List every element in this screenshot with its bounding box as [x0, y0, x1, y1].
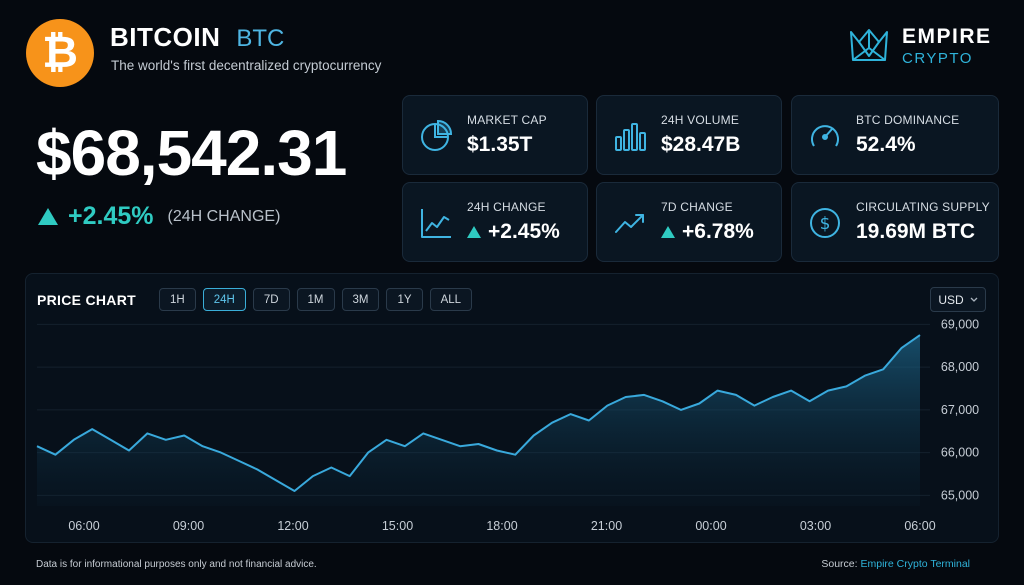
- y-tick-label: 68,000: [941, 360, 979, 374]
- coin-title: BITCOIN BTC: [110, 22, 284, 53]
- stat-card-btc-dominance: BTC DOMINANCE 52.4%: [791, 95, 999, 175]
- x-tick-label: 21:00: [591, 519, 622, 533]
- bitcoin-logo: ₿: [26, 19, 94, 87]
- brand-logo: EMPIRE CRYPTO: [848, 26, 992, 66]
- price-line: [36, 334, 921, 492]
- timeframe-all-button[interactable]: ALL: [429, 288, 473, 311]
- empire-crown-icon: [850, 29, 888, 61]
- x-tick-label: 15:00: [382, 519, 413, 533]
- price-area: [37, 335, 920, 506]
- bar-chart-icon: [615, 123, 646, 151]
- x-tick-label: 18:00: [486, 519, 517, 533]
- currency-value: USD: [938, 292, 964, 307]
- stat-label: BTC DOMINANCE: [856, 113, 960, 127]
- price-change: +2.45% (24H CHANGE): [38, 202, 280, 231]
- stat-label: 7D CHANGE: [661, 200, 733, 214]
- brand-sub: CRYPTO: [902, 50, 973, 67]
- price-chart-panel: 65,000 66,000 67,000 68,000 69,000 06:00 09:00…: [25, 273, 999, 543]
- chevron-down-icon: [970, 297, 978, 302]
- timeframe-1y-button[interactable]: 1Y: [386, 288, 423, 311]
- stat-label: CIRCULATING SUPPLY: [856, 200, 990, 214]
- y-tick-label: 66,000: [941, 446, 979, 460]
- stat-value: $1.35T: [467, 133, 533, 156]
- chart-title: PRICE CHART: [37, 292, 136, 308]
- stat-label: 24H CHANGE: [467, 200, 546, 214]
- stat-value: +6.78%: [661, 220, 754, 244]
- trend-up-icon: [615, 214, 644, 233]
- x-tick-label: 06:00: [68, 519, 99, 533]
- up-arrow-icon: [661, 226, 675, 238]
- stat-card-24h-change: 24H CHANGE +2.45%: [402, 182, 588, 262]
- y-tick-label: 69,000: [941, 317, 979, 331]
- gauge-icon: [811, 125, 839, 147]
- y-tick-label: 65,000: [941, 488, 979, 502]
- change-label: (24H CHANGE): [167, 207, 281, 225]
- brand-name: EMPIRE: [902, 25, 992, 48]
- disclaimer: Data is for informational purposes only …: [36, 559, 317, 570]
- change-value: +2.45%: [68, 202, 154, 230]
- up-arrow-icon: [467, 226, 481, 238]
- coin-name: BITCOIN: [110, 22, 221, 52]
- coin-tagline: The world's first decentralized cryptocu…: [111, 58, 382, 73]
- timeframe-1m-button[interactable]: 1M: [296, 288, 335, 311]
- stat-value: +2.45%: [467, 220, 560, 244]
- timeframe-3m-button[interactable]: 3M: [341, 288, 380, 311]
- bitcoin-symbol-icon: ₿: [42, 27, 78, 78]
- timeframe-1h-button[interactable]: 1H: [159, 288, 196, 311]
- dollar-coin-icon: $: [810, 208, 840, 238]
- x-tick-label: 00:00: [695, 519, 726, 533]
- stat-card-circulating-supply: $ CIRCULATING SUPPLY 19.69M BTC: [791, 182, 999, 262]
- stat-card-market-cap: MARKET CAP $1.35T: [402, 95, 588, 175]
- source-label: Source:: [821, 558, 858, 570]
- x-tick-label: 12:00: [277, 519, 308, 533]
- stat-card-7d-change: 7D CHANGE +6.78%: [596, 182, 782, 262]
- coin-ticker: BTC: [236, 25, 285, 52]
- stat-value: $28.47B: [661, 133, 741, 156]
- currency-select[interactable]: USD: [930, 287, 986, 312]
- x-tick-label: 09:00: [173, 519, 204, 533]
- price-chart: 65,000 66,000 67,000 68,000 69,000 06:00 09:00…: [36, 317, 979, 533]
- source-credit: Source: Empire Crypto Terminal: [821, 558, 970, 570]
- current-price: $68,542.31: [36, 117, 347, 189]
- timeframe-selector: 1H 24H 7D 1M 3M 1Y ALL: [159, 288, 479, 311]
- svg-text:$: $: [820, 214, 831, 234]
- timeframe-7d-button[interactable]: 7D: [252, 288, 290, 311]
- line-chart-icon: [421, 209, 451, 238]
- stat-value: 52.4%: [856, 133, 916, 156]
- pie-chart-icon: [421, 119, 453, 151]
- y-tick-label: 67,000: [941, 403, 979, 417]
- x-tick-label: 06:00: [904, 519, 935, 533]
- up-arrow-icon: [38, 208, 58, 225]
- source-link[interactable]: Empire Crypto Terminal: [860, 558, 970, 570]
- timeframe-24h-button[interactable]: 24H: [202, 288, 246, 311]
- stat-label: MARKET CAP: [467, 113, 547, 127]
- stat-value: 19.69M BTC: [856, 220, 976, 243]
- x-tick-label: 03:00: [800, 519, 831, 533]
- stat-card-24h-volume: 24H VOLUME $28.47B: [596, 95, 782, 175]
- stat-label: 24H VOLUME: [661, 113, 740, 127]
